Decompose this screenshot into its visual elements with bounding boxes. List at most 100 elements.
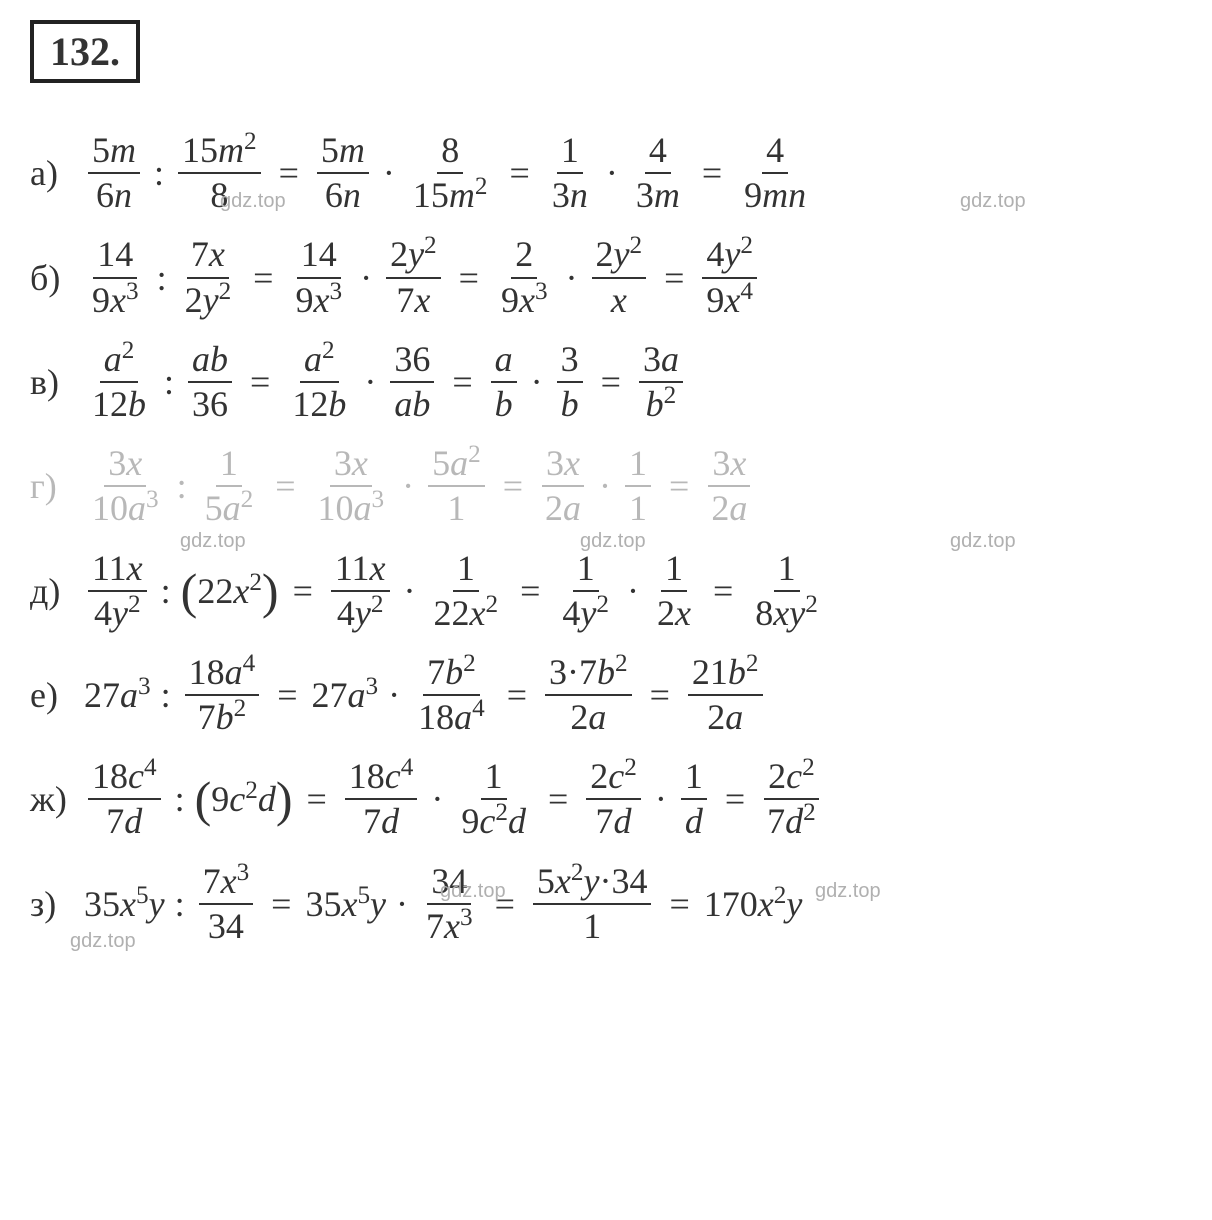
fraction: 3x10a3 [314,442,389,530]
multiply-op: · [606,152,618,194]
denominator: 1 [579,905,605,948]
equals-op: = [664,257,684,299]
denominator: 3m [632,174,684,217]
denominator: 4y2 [558,592,613,635]
numerator: 3x [708,442,750,487]
denominator: 9x3 [497,279,552,322]
equals-op: = [507,674,527,716]
equation-row-z: з)35x5y:7x334=35x5y·347x3=5x2y·341=170x2… [30,860,1182,948]
numerator: 18c4 [345,755,418,800]
numerator: 5a2 [428,442,485,487]
fraction: 7x334 [199,860,254,948]
denominator: 7x [392,279,434,322]
denominator: 3n [548,174,592,217]
fraction: 3x2a [707,442,751,530]
fraction: 1d [681,755,707,843]
denominator: 12b [288,383,350,426]
numerator: 5m [317,129,369,174]
equals-op: = [702,152,722,194]
numerator: 1 [481,755,507,800]
expr: 27a3 [84,674,151,716]
expr: 35x5y [305,883,386,925]
denominator: 7d [592,800,636,843]
page-root: 132. а)5m6n:15m28=5m6n·815m2=13n·43m=49m… [0,0,1212,984]
fraction: 347x3 [422,860,477,948]
denominator: 2x [653,592,695,635]
numerator: 18c4 [88,755,161,800]
numerator: 3 [557,338,583,383]
fraction: 149x3 [88,233,143,321]
equals-op: = [601,361,621,403]
fraction: 122x2 [430,547,503,635]
denominator: 9mn [740,174,810,217]
denominator: b [557,383,583,426]
multiply-op: · [566,257,578,299]
denominator: 1 [625,487,651,530]
equation-label: е) [30,674,84,716]
fraction: 11x4y2 [88,547,147,635]
equals-op: = [293,570,313,612]
fraction: 18xy2 [751,547,822,635]
fraction: 11x4y2 [331,547,390,635]
fraction: 5x2y·341 [533,860,652,948]
denominator: 4y2 [333,592,388,635]
numerator: 3x [542,442,584,487]
denominator: 9c2d [457,800,530,843]
equals-op: = [713,570,733,612]
fraction: 3x10a3 [88,442,163,530]
numerator: 2y2 [386,233,441,278]
fraction: 2c27d [586,755,641,843]
fraction: 7b218a4 [414,651,489,739]
divide-op: : [157,257,167,299]
expr: 27a3 [312,674,379,716]
denominator: 34 [204,905,248,948]
numerator: 2 [511,233,537,278]
denominator: 8xy2 [751,592,822,635]
equations-container: а)5m6n:15m28=5m6n·815m2=13n·43m=49mnб)14… [30,113,1182,964]
denominator: 2a [566,696,610,739]
numerator: 1 [453,547,479,592]
numerator: 3a [639,338,683,383]
fraction: 49mn [740,129,810,217]
fraction: 15a2 [201,442,258,530]
equation-row-zh: ж)18c47d:(9c2d)=18c47d·19c2d=2c27d·1d=2c… [30,755,1182,843]
equals-op: = [250,361,270,403]
equation-label: ж) [30,778,84,820]
fraction: 43m [632,129,684,217]
equals-op: = [277,674,297,716]
equation-label: а) [30,152,84,194]
denominator: 1 [443,487,469,530]
denominator: 2y2 [181,279,236,322]
fraction: 18c47d [88,755,161,843]
denominator: 9x3 [88,279,143,322]
fraction: 12x [653,547,695,635]
equation-label: б) [30,257,84,299]
equals-op: = [520,570,540,612]
numerator: 11x [331,547,390,592]
divide-op: : [164,361,174,403]
denominator: 2a [541,487,585,530]
numerator: 36 [390,338,434,383]
fraction: ab [491,338,517,426]
denominator: 7d [102,800,146,843]
numerator: a [491,338,517,383]
denominator: 5a2 [201,487,258,530]
paren-open: ( [195,774,212,824]
equals-op: = [669,883,689,925]
fraction: 36ab [390,338,434,426]
equals-op: = [548,778,568,820]
denominator: 18a4 [414,696,489,739]
multiply-op: · [599,465,611,507]
denominator: 4y2 [90,592,145,635]
divide-op: : [175,778,185,820]
numerator: 1 [681,755,707,800]
multiply-op: · [531,361,543,403]
fraction: 14y2 [558,547,613,635]
denominator: 15m2 [409,174,492,217]
multiply-op: · [404,570,416,612]
problem-number-box: 132. [30,20,140,83]
equals-op: = [275,465,295,507]
divide-op: : [161,570,171,612]
fraction: 13n [548,129,592,217]
numerator: 2y2 [592,233,647,278]
